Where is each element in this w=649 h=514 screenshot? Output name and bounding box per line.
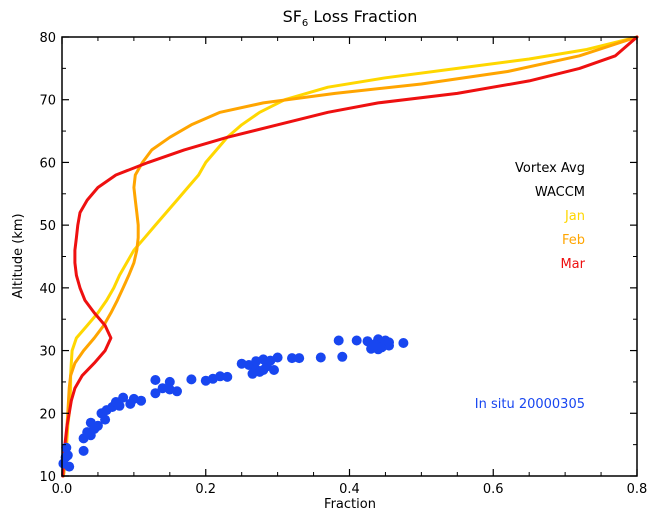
x-tick-label: 0.4 bbox=[339, 482, 360, 497]
legend: Vortex Avg WACCM Jan Feb Mar bbox=[515, 161, 586, 272]
in-situ-point bbox=[61, 442, 72, 453]
in-situ-point bbox=[136, 395, 147, 406]
in-situ-annotation: In situ 20000305 bbox=[475, 397, 585, 412]
x-tick-label: 0.2 bbox=[195, 482, 216, 497]
chart-title: SF6 Loss Fraction bbox=[283, 7, 418, 29]
legend-entry-mar: Mar bbox=[560, 257, 585, 272]
in-situ-point bbox=[92, 420, 103, 431]
in-situ-point bbox=[315, 352, 326, 363]
in-situ-point bbox=[172, 386, 182, 397]
series-line-mar bbox=[61, 35, 639, 478]
in-situ-point bbox=[150, 388, 161, 399]
in-situ-point bbox=[222, 371, 233, 382]
x-tick-label: 0.0 bbox=[52, 482, 73, 497]
series-line-feb bbox=[61, 35, 639, 478]
in-situ-point bbox=[272, 352, 283, 363]
in-situ-point bbox=[164, 376, 175, 387]
x-tick-label: 0.8 bbox=[627, 482, 648, 497]
y-tick-label: 80 bbox=[39, 31, 56, 46]
y-tick-label: 70 bbox=[39, 94, 56, 109]
in-situ-point bbox=[384, 337, 394, 348]
in-situ-point bbox=[118, 392, 129, 403]
in-situ-point bbox=[294, 353, 305, 364]
in-situ-point bbox=[78, 445, 89, 456]
y-axis-label: Altitude (km) bbox=[11, 213, 26, 298]
in-situ-point bbox=[269, 365, 279, 375]
in-situ-point bbox=[215, 371, 226, 382]
in-situ-point bbox=[287, 353, 297, 364]
in-situ-point bbox=[337, 351, 348, 362]
y-tick-label: 50 bbox=[39, 219, 56, 234]
legend-entry-jan: Jan bbox=[564, 209, 585, 224]
in-situ-point bbox=[110, 397, 121, 407]
in-situ-point bbox=[62, 450, 73, 461]
y-tick-label: 30 bbox=[39, 345, 56, 360]
in-situ-point bbox=[150, 375, 161, 385]
in-situ-point bbox=[351, 335, 362, 346]
y-tick-label: 10 bbox=[39, 470, 56, 485]
x-axis-label: Fraction bbox=[324, 497, 376, 512]
in-situ-point bbox=[64, 461, 75, 472]
plot-frame bbox=[61, 36, 638, 477]
series-layer bbox=[58, 35, 639, 478]
x-tick-label: 0.6 bbox=[483, 482, 504, 497]
y-tick-label: 60 bbox=[39, 156, 56, 171]
in-situ-point bbox=[186, 374, 197, 385]
in-situ-point bbox=[125, 398, 136, 409]
legend-header: Vortex Avg bbox=[515, 161, 585, 176]
in-situ-point bbox=[333, 335, 344, 346]
y-tick-label: 40 bbox=[39, 282, 56, 297]
in-situ-point bbox=[398, 338, 409, 348]
legend-entry-feb: Feb bbox=[562, 233, 585, 248]
legend-header: WACCM bbox=[535, 185, 585, 200]
y-tick-label: 20 bbox=[39, 407, 56, 422]
